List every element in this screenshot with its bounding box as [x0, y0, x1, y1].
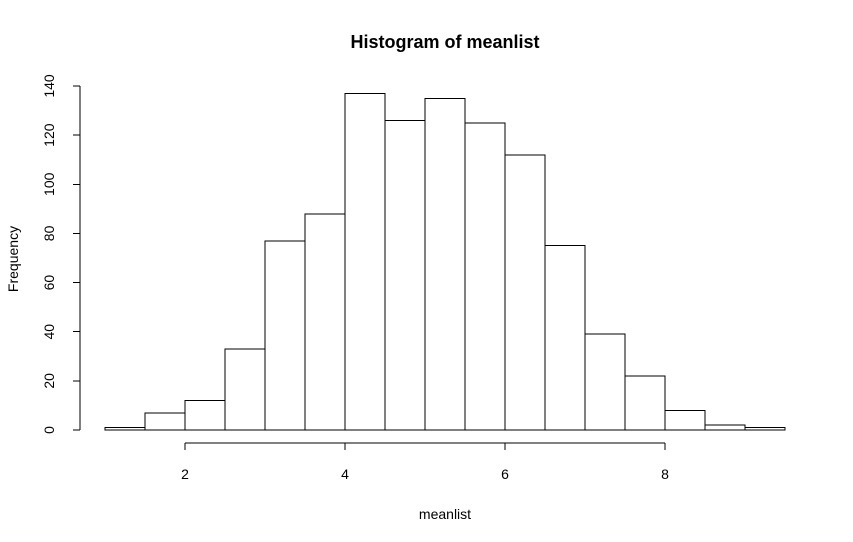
y-axis: 0 20 40 60 80 100 120 140 — [41, 74, 81, 434]
x-tick-label: 6 — [501, 466, 509, 482]
histogram-bar — [704, 424, 746, 431]
histogram-bar — [264, 240, 306, 431]
x-axis-label: meanlist — [419, 506, 471, 522]
histogram-bar — [304, 213, 346, 431]
y-tick-label: 120 — [41, 123, 57, 147]
histogram-bar — [184, 400, 226, 431]
y-tick-label: 40 — [41, 324, 57, 340]
x-tick-label: 4 — [341, 466, 349, 482]
histogram-bar — [744, 427, 786, 431]
histogram-bar — [344, 92, 386, 431]
histogram-bar — [504, 154, 546, 431]
y-tick-label: 140 — [41, 74, 57, 98]
histogram-bars — [104, 92, 786, 431]
histogram-bar — [544, 245, 586, 431]
chart-title: Histogram of meanlist — [350, 32, 539, 52]
x-tick-label: 2 — [181, 466, 189, 482]
y-axis-label: Frequency — [5, 226, 21, 292]
x-axis: 2 4 6 8 — [181, 442, 669, 482]
y-tick-label: 20 — [41, 373, 57, 389]
y-tick-label: 100 — [41, 172, 57, 196]
y-tick-label: 60 — [41, 275, 57, 291]
histogram-bar — [664, 409, 706, 431]
histogram-bar — [584, 333, 626, 431]
x-tick-label: 8 — [661, 466, 669, 482]
histogram-bar — [384, 119, 426, 431]
histogram-bar — [464, 122, 506, 431]
y-tick-label: 80 — [41, 225, 57, 241]
histogram-bar — [424, 97, 466, 431]
histogram-bar — [144, 412, 186, 431]
histogram-bar — [624, 375, 666, 431]
y-tick-label: 0 — [41, 426, 57, 434]
histogram-bar — [224, 348, 266, 431]
histogram-bar — [104, 427, 146, 431]
